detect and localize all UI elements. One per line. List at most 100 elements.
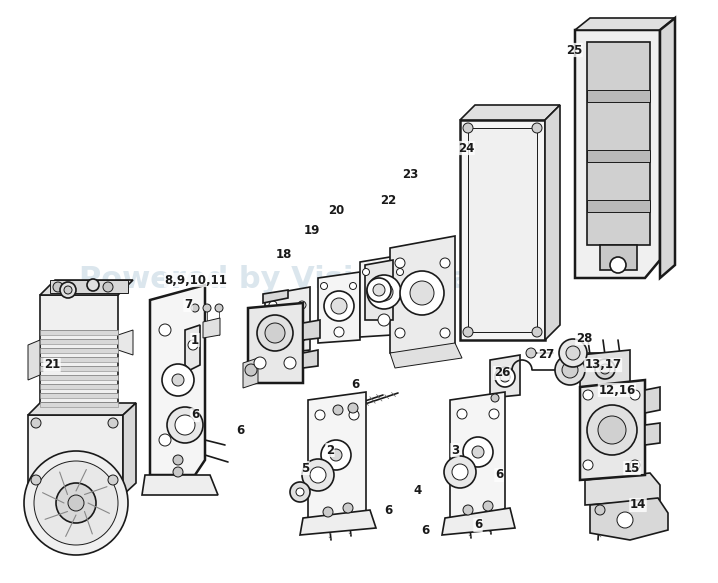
Circle shape	[559, 339, 587, 367]
Text: 24: 24	[458, 142, 474, 154]
Text: 28: 28	[576, 332, 592, 345]
Circle shape	[375, 283, 393, 301]
Circle shape	[350, 283, 357, 290]
Circle shape	[463, 123, 473, 133]
Polygon shape	[40, 357, 118, 362]
Circle shape	[373, 284, 385, 296]
Polygon shape	[40, 295, 118, 415]
Polygon shape	[303, 350, 318, 368]
Circle shape	[595, 505, 605, 515]
Circle shape	[600, 364, 610, 374]
Circle shape	[463, 437, 493, 467]
Polygon shape	[587, 150, 650, 162]
Text: 13,17: 13,17	[584, 359, 622, 371]
Circle shape	[348, 403, 358, 413]
Polygon shape	[587, 200, 650, 212]
Polygon shape	[40, 384, 118, 389]
Circle shape	[245, 364, 257, 376]
Circle shape	[203, 304, 211, 312]
Text: 22: 22	[380, 194, 396, 206]
Circle shape	[162, 364, 194, 396]
Text: 6: 6	[474, 518, 482, 532]
Text: 2: 2	[326, 444, 334, 456]
Polygon shape	[185, 325, 200, 370]
Polygon shape	[390, 343, 462, 368]
Polygon shape	[40, 280, 133, 295]
Circle shape	[31, 475, 41, 485]
Circle shape	[330, 449, 342, 461]
Polygon shape	[557, 364, 570, 376]
Circle shape	[284, 357, 296, 369]
Circle shape	[173, 467, 183, 477]
Circle shape	[452, 464, 468, 480]
Text: 27: 27	[538, 349, 554, 361]
Circle shape	[64, 286, 72, 294]
Text: Powered by Vision Spares: Powered by Vision Spares	[79, 265, 524, 294]
Polygon shape	[40, 366, 118, 371]
Polygon shape	[645, 423, 660, 445]
Circle shape	[483, 501, 493, 511]
Text: 6: 6	[351, 378, 359, 392]
Polygon shape	[40, 393, 118, 398]
Text: 6: 6	[384, 504, 392, 517]
Circle shape	[172, 374, 184, 386]
Polygon shape	[142, 475, 218, 495]
Circle shape	[175, 415, 195, 435]
Text: 26: 26	[494, 367, 510, 380]
Circle shape	[583, 390, 593, 400]
Polygon shape	[575, 18, 675, 30]
Circle shape	[68, 495, 84, 511]
Text: 4: 4	[414, 483, 422, 497]
Circle shape	[31, 418, 41, 428]
Circle shape	[463, 505, 473, 515]
Circle shape	[310, 467, 326, 483]
Circle shape	[587, 405, 637, 455]
Circle shape	[298, 333, 306, 341]
Circle shape	[331, 298, 347, 314]
Circle shape	[440, 258, 450, 268]
Polygon shape	[585, 473, 660, 505]
Text: 20: 20	[328, 203, 344, 216]
Circle shape	[583, 460, 593, 470]
Circle shape	[440, 328, 450, 338]
Polygon shape	[590, 498, 668, 540]
Circle shape	[367, 275, 401, 309]
Circle shape	[315, 410, 325, 420]
Circle shape	[463, 327, 473, 337]
Circle shape	[188, 340, 198, 350]
Polygon shape	[600, 245, 637, 270]
Text: 12,16: 12,16	[598, 384, 635, 396]
Circle shape	[400, 271, 444, 315]
Polygon shape	[40, 330, 118, 335]
Circle shape	[444, 456, 476, 488]
Text: 3: 3	[451, 444, 459, 456]
Text: 15: 15	[624, 462, 640, 475]
Polygon shape	[263, 290, 288, 303]
Polygon shape	[545, 105, 560, 340]
Circle shape	[53, 282, 63, 292]
Circle shape	[532, 327, 542, 337]
Polygon shape	[587, 90, 650, 102]
Polygon shape	[587, 42, 650, 245]
Circle shape	[333, 405, 343, 415]
Polygon shape	[300, 510, 376, 535]
Circle shape	[265, 323, 285, 343]
Circle shape	[320, 283, 327, 290]
Circle shape	[378, 314, 390, 326]
Polygon shape	[365, 260, 393, 320]
Polygon shape	[442, 508, 515, 535]
Text: 25: 25	[566, 44, 582, 57]
Circle shape	[269, 301, 277, 309]
Polygon shape	[150, 285, 205, 475]
Circle shape	[610, 257, 626, 273]
Polygon shape	[40, 339, 118, 344]
Circle shape	[323, 507, 333, 517]
Text: 23: 23	[402, 168, 418, 181]
Polygon shape	[360, 254, 408, 337]
Circle shape	[159, 434, 171, 446]
Circle shape	[630, 460, 640, 470]
Circle shape	[349, 410, 359, 420]
Text: 6: 6	[191, 409, 199, 422]
Circle shape	[215, 304, 223, 312]
Circle shape	[321, 440, 351, 470]
